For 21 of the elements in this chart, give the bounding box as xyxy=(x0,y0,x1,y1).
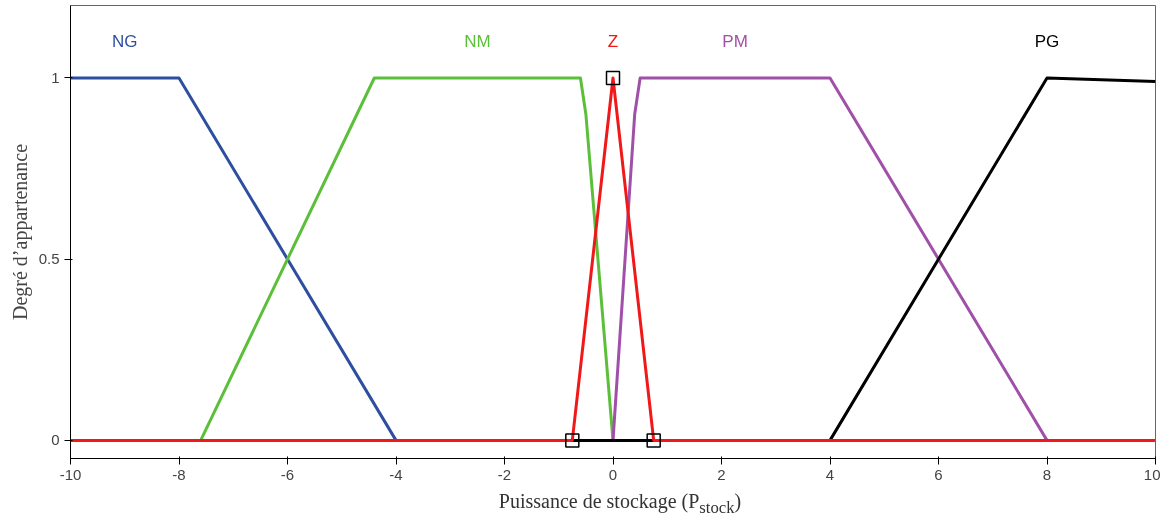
y-tick-label: 0.5 xyxy=(38,250,60,268)
x-tick-label: 8 xyxy=(1042,465,1052,483)
x-tick-label: -2 xyxy=(497,465,512,483)
x-axis-title: Puissance de stockage (P$_{stock}$) xyxy=(498,489,742,519)
x-tick-label: -8 xyxy=(172,465,186,483)
x-tick-label: -4 xyxy=(389,465,403,483)
x-tick-label: 0 xyxy=(608,465,618,483)
y-axis-title: Degré d’appartenance xyxy=(8,143,32,320)
series-label: PM xyxy=(722,31,748,51)
series-label: Z xyxy=(607,31,619,51)
x-tick-label: 6 xyxy=(934,465,943,483)
x-tick-label: 4 xyxy=(825,465,835,483)
y-tick-label: 0 xyxy=(51,431,60,449)
x-tick-label: 2 xyxy=(717,465,726,483)
series-label: NM xyxy=(464,31,491,51)
series-label: PG xyxy=(1034,31,1060,51)
x-tick-label: -10 xyxy=(59,465,82,483)
x-tick-label: 10 xyxy=(1143,465,1161,483)
series-label: NG xyxy=(112,31,138,51)
x-tick-label: -6 xyxy=(280,465,295,483)
y-tick-label: 1 xyxy=(51,68,60,86)
